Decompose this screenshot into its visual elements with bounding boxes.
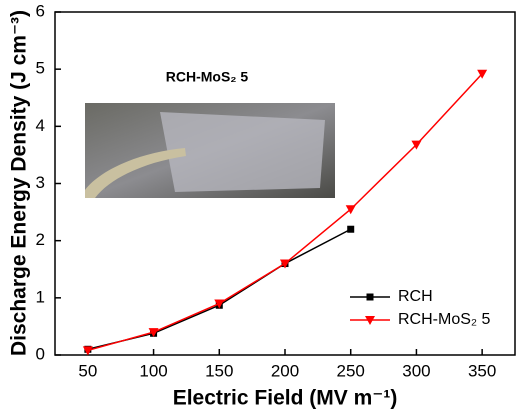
marker [477, 69, 488, 79]
x-tick-label: 100 [139, 361, 167, 380]
y-tick-label: 2 [36, 230, 45, 249]
x-tick-label: 50 [78, 361, 97, 380]
legend-label: RCH-MoS₂ 5 [398, 311, 491, 328]
inset-photo [85, 103, 335, 198]
annotation: RCH-MoS₂ 5 [166, 69, 249, 85]
x-tick-label: 250 [337, 361, 365, 380]
series-line [87, 228, 352, 351]
y-tick-label: 6 [36, 1, 45, 20]
x-tick-label: 300 [402, 361, 430, 380]
x-tick-label: 350 [468, 361, 496, 380]
marker [82, 346, 93, 356]
y-axis-title: Discharge Energy Density (J cm⁻³) [8, 10, 31, 356]
marker [280, 259, 290, 269]
x-tick-label: 150 [205, 361, 233, 380]
y-tick-label: 5 [36, 59, 45, 78]
marker [365, 316, 375, 325]
x-tick-label: 200 [271, 361, 299, 380]
marker [411, 140, 422, 150]
y-tick-label: 4 [36, 116, 45, 135]
y-tick-label: 1 [36, 287, 45, 306]
marker [214, 299, 225, 309]
marker [347, 225, 355, 233]
y-tick-label: 0 [36, 344, 45, 363]
marker [345, 205, 356, 215]
y-tick-label: 3 [36, 173, 45, 192]
legend-label: RCH [398, 288, 433, 305]
marker [366, 293, 374, 301]
marker [148, 328, 159, 338]
x-axis-title: Electric Field (MV m⁻¹) [173, 387, 398, 410]
